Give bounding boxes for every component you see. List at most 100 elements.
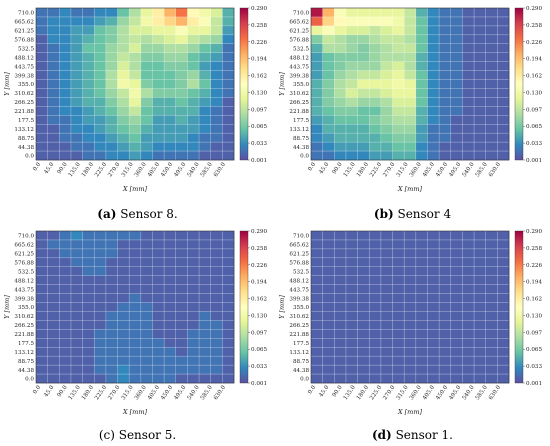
y-tick-label: 44.38	[18, 368, 34, 374]
heatmap-cell	[474, 79, 487, 89]
x-tick-label: 45.0	[43, 384, 55, 398]
heatmap-cell	[70, 275, 83, 285]
heatmap-cell	[36, 61, 48, 71]
heatmap-cell	[187, 257, 200, 268]
heatmap-cell	[380, 52, 393, 62]
heatmap-cell	[82, 320, 95, 330]
heatmap-cell	[152, 293, 165, 303]
heatmap-cell	[334, 329, 347, 339]
heatmap-cell	[36, 43, 48, 54]
x-tick-label: 225.0	[369, 161, 383, 178]
y-tick-label: 443.75	[289, 287, 309, 293]
heatmap-cell	[474, 52, 487, 62]
heatmap-cell	[392, 61, 405, 71]
heatmap-cell	[345, 97, 358, 107]
heatmap-cell	[485, 8, 498, 18]
heatmap-cell	[222, 365, 235, 375]
heatmap-cell	[82, 52, 95, 62]
heatmap-cell	[59, 25, 72, 36]
heatmap-cell	[187, 338, 200, 348]
heatmap-cell	[450, 25, 463, 36]
heatmap-cell	[311, 142, 323, 152]
heatmap-cell	[357, 8, 370, 18]
heatmap-cell	[36, 231, 48, 241]
heatmap-cell	[210, 347, 223, 357]
caption-text: Sensor 8.	[120, 207, 178, 221]
heatmap-cell	[392, 239, 405, 250]
heatmap-cell	[415, 88, 428, 98]
heatmap-cell	[427, 266, 440, 277]
heatmap-cell	[322, 374, 335, 384]
heatmap-cell	[199, 320, 212, 330]
y-tick-label: 665.62	[289, 20, 309, 26]
heatmap-cell	[474, 248, 487, 259]
heatmap-cell	[105, 8, 118, 18]
heatmap-cell	[404, 34, 417, 45]
heatmap-cell	[322, 61, 335, 71]
heatmap-cell	[450, 16, 463, 27]
heatmap-cell	[497, 266, 510, 277]
heatmap-cell	[175, 34, 188, 45]
heatmap-cell	[82, 97, 95, 107]
heatmap-cell	[369, 356, 382, 366]
heatmap-cell	[404, 275, 417, 285]
heatmap-cell	[117, 97, 130, 107]
heatmap-cell	[175, 106, 188, 116]
heatmap-cell	[70, 257, 83, 268]
heatmap-cell	[439, 43, 452, 54]
heatmap-cell	[485, 115, 498, 125]
heatmap-cell	[59, 248, 72, 259]
heatmap-cell	[199, 257, 212, 268]
heatmap-cell	[94, 248, 107, 259]
heatmap-cell	[82, 284, 95, 294]
heatmap-cell	[70, 16, 83, 27]
heatmap-cell	[222, 356, 235, 366]
heatmap-cell	[129, 347, 142, 357]
heatmap-cell	[357, 347, 370, 357]
heatmap-cell	[175, 61, 188, 71]
heatmap-cell	[450, 52, 463, 62]
heatmap-cell	[369, 284, 382, 294]
heatmap-cell	[117, 266, 130, 277]
heatmap-cell	[222, 231, 235, 241]
heatmap-cell	[129, 79, 142, 89]
y-tick-label: 310.62	[289, 314, 309, 320]
heatmap-cell	[47, 356, 60, 366]
x-tick-label: 0.0	[307, 161, 317, 172]
heatmap-cell	[59, 79, 72, 89]
heatmap-cell	[129, 365, 142, 375]
heatmap-cell	[105, 16, 118, 27]
heatmap-cell	[369, 25, 382, 36]
colorbar-tick-label: 0.162	[526, 74, 542, 80]
heatmap-cell	[152, 248, 165, 259]
heatmap-cell	[82, 365, 95, 375]
heatmap-cell	[129, 43, 142, 54]
heatmap-cell	[357, 365, 370, 375]
caption-sensor-5: (c) Sensor 5.	[0, 428, 275, 442]
heatmap-cell	[345, 293, 358, 303]
heatmap-cell	[334, 293, 347, 303]
heatmap-cell	[462, 231, 475, 241]
heatmap-cell	[47, 365, 60, 375]
heatmap-cell	[345, 374, 358, 384]
heatmap-cell	[357, 124, 370, 134]
heatmap-cell	[140, 365, 153, 375]
heatmap-cell	[82, 142, 95, 152]
heatmap-cell	[497, 34, 510, 45]
heatmap-cell	[439, 365, 452, 375]
colorbar-tick-label: 0.097	[251, 330, 267, 336]
heatmap-cell	[70, 284, 83, 294]
heatmap-cell	[497, 70, 510, 80]
heatmap-cell	[497, 284, 510, 294]
colorbar-tick-label: 0.258	[526, 246, 542, 252]
heatmap-cell	[345, 16, 358, 27]
heatmap-cell	[129, 88, 142, 98]
heatmap-cell	[404, 374, 417, 384]
heatmap-cell	[380, 8, 393, 18]
heatmap-cell	[187, 302, 200, 312]
heatmap-cell	[311, 88, 323, 98]
heatmap-cell	[357, 302, 370, 312]
heatmap-cell	[404, 320, 417, 330]
heatmap-cell	[140, 16, 153, 27]
heatmap-cell	[322, 25, 335, 36]
